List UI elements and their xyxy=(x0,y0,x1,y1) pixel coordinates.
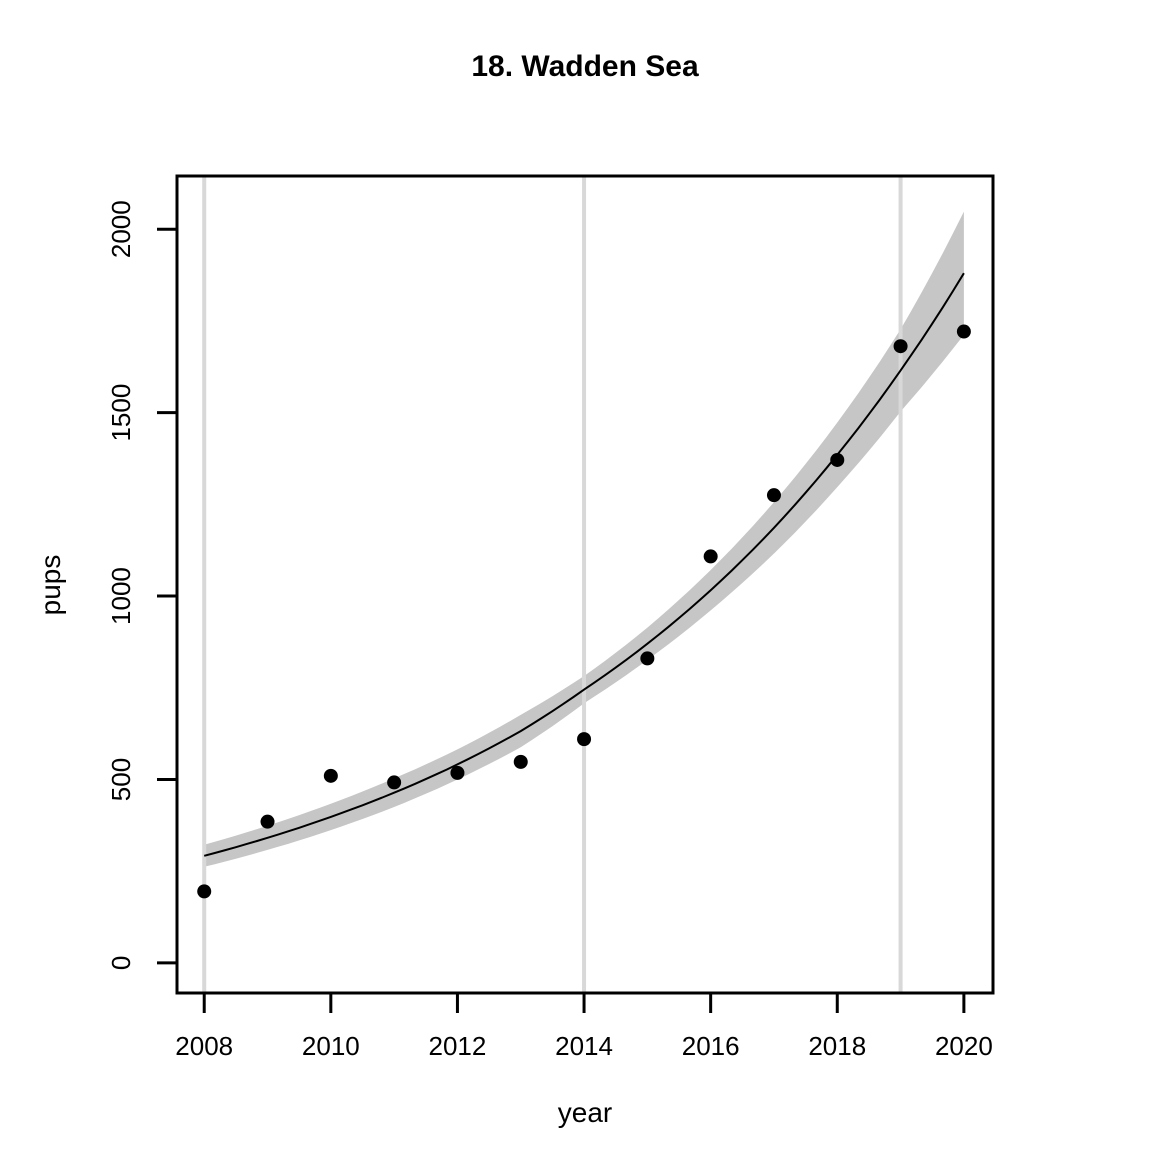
data-point-layer xyxy=(197,324,971,899)
x-tick-label-2012: 2012 xyxy=(429,1031,487,1061)
axis-tick-layer: 2008 2010 2012 2014 2016 2018 2020 0 500 1000 1500… xyxy=(106,200,993,1061)
data-point-2020 xyxy=(956,324,971,339)
y-tick-label-0: 0 xyxy=(106,956,136,970)
data-point-2015 xyxy=(640,651,655,666)
plot-border-box xyxy=(175,174,995,995)
data-point-2011 xyxy=(387,775,402,790)
x-tick-label-2008: 2008 xyxy=(175,1031,233,1061)
y-tick-label-500: 500 xyxy=(106,758,136,801)
x-tick-label-2014: 2014 xyxy=(555,1031,613,1061)
data-point-2016 xyxy=(703,549,718,564)
x-axis-label: year xyxy=(558,1097,612,1128)
data-point-2009 xyxy=(260,814,275,829)
data-point-2019 xyxy=(893,339,908,354)
y-tick-label-2000: 2000 xyxy=(106,200,136,258)
x-tick-label-2016: 2016 xyxy=(682,1031,740,1061)
data-point-2010 xyxy=(323,768,338,783)
x-tick-label-2018: 2018 xyxy=(808,1031,866,1061)
vertical-gridline-layer xyxy=(202,176,903,993)
data-point-2014 xyxy=(577,732,592,747)
data-point-2013 xyxy=(513,754,528,769)
x-tick-label-2020: 2020 xyxy=(935,1031,993,1061)
data-point-2008 xyxy=(197,884,212,899)
data-point-2012 xyxy=(450,765,465,780)
y-axis-label: pups xyxy=(35,555,66,616)
y-tick-label-1500: 1500 xyxy=(106,384,136,442)
data-point-2017 xyxy=(766,488,781,503)
y-tick-label-1000: 1000 xyxy=(106,567,136,625)
x-tick-label-2010: 2010 xyxy=(302,1031,360,1061)
chart-title: 18. Wadden Sea xyxy=(471,50,699,83)
data-point-2018 xyxy=(830,452,845,467)
